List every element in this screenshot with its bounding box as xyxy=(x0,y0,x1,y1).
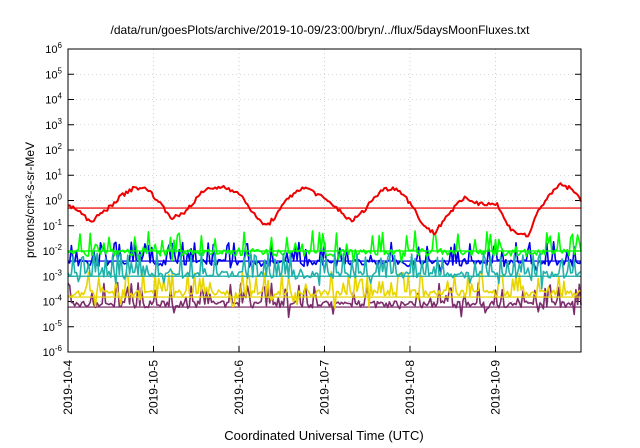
y-tick-label: 10-2 xyxy=(43,243,63,258)
y-tick-label: 101 xyxy=(45,167,62,182)
series-line-0 xyxy=(67,281,582,319)
chart-title: /data/run/goesPlots/archive/2019-10-09/2… xyxy=(111,23,531,37)
y-tick-label: 104 xyxy=(45,92,62,107)
y-tick-label: 100 xyxy=(45,193,62,208)
x-tick-label: 2019-10-8 xyxy=(403,360,417,415)
y-tick-label: 105 xyxy=(45,66,62,81)
y-tick-label: 10-1 xyxy=(43,218,63,233)
x-tick-label: 2019-10-6 xyxy=(232,360,246,415)
y-tick-label: 10-3 xyxy=(43,268,63,283)
series-line-1 xyxy=(67,270,582,309)
x-tick-labels: 2019-10-4 2019-10-5 2019-10-6 2019-10-7 2019… xyxy=(61,360,503,415)
series-line-4 xyxy=(67,252,582,290)
x-tick-label: 2019-10-5 xyxy=(147,360,161,415)
series-line-5 xyxy=(67,182,582,238)
x-tick-label: 2019-10-4 xyxy=(61,360,75,415)
plot-frame xyxy=(67,48,582,353)
x-tick-label: 2019-10-9 xyxy=(489,360,503,415)
y-tick-label: 10-4 xyxy=(43,294,63,309)
x-axis-label: Coordinated Universal Time (UTC) xyxy=(224,428,423,443)
y-axis-label: protons/cm²-s-sr-MeV xyxy=(23,142,37,258)
y-tick-label: 106 xyxy=(45,41,62,56)
y-tick-label: 10-6 xyxy=(43,344,63,359)
x-tick-label: 2019-10-7 xyxy=(318,360,332,415)
y-tick-label: 103 xyxy=(45,117,62,132)
y-tick-label: 10-5 xyxy=(43,319,63,334)
y-tick-labels: 10-6 10-5 10-4 10-3 10-2 10-1 100 101 102 103 104 1… xyxy=(43,41,63,359)
y-tick-label: 102 xyxy=(45,142,62,157)
series-group xyxy=(67,182,582,319)
